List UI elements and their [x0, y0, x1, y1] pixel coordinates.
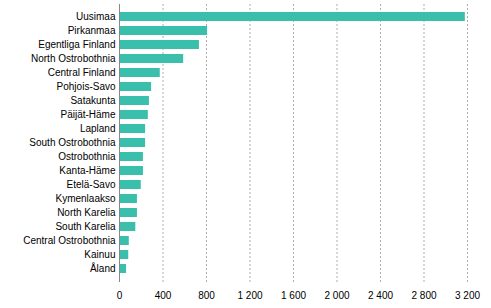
svg-text:Satakunta: Satakunta — [70, 95, 115, 106]
svg-text:Kainuu: Kainuu — [84, 249, 115, 260]
svg-text:North Ostrobothnia: North Ostrobothnia — [31, 53, 116, 64]
svg-text:2 800: 2 800 — [411, 290, 436, 301]
svg-text:2 400: 2 400 — [368, 290, 393, 301]
svg-text:Lapland: Lapland — [80, 123, 116, 134]
svg-text:0: 0 — [117, 290, 123, 301]
svg-text:South Ostrobothnia: South Ostrobothnia — [29, 137, 116, 148]
svg-text:Kanta-Häme: Kanta-Häme — [59, 165, 116, 176]
svg-text:Egentliga Finland: Egentliga Finland — [38, 39, 115, 50]
svg-text:Päijät-Häme: Päijät-Häme — [60, 109, 115, 120]
svg-text:Uusimaa: Uusimaa — [76, 11, 116, 22]
svg-text:Åland: Åland — [90, 262, 116, 274]
svg-text:Etelä-Savo: Etelä-Savo — [67, 179, 116, 190]
svg-text:Central Ostrobothnia: Central Ostrobothnia — [23, 235, 116, 246]
svg-text:2 000: 2 000 — [324, 290, 349, 301]
svg-text:Pirkanmaa: Pirkanmaa — [68, 25, 116, 36]
svg-text:1 200: 1 200 — [237, 290, 262, 301]
svg-text:400: 400 — [155, 290, 172, 301]
svg-text:1 600: 1 600 — [281, 290, 306, 301]
svg-text:Kymenlaakso: Kymenlaakso — [55, 193, 115, 204]
svg-text:800: 800 — [198, 290, 215, 301]
svg-text:Pohjois-Savo: Pohjois-Savo — [57, 81, 116, 92]
svg-text:North Karelia: North Karelia — [57, 207, 116, 218]
svg-text:Central Finland: Central Finland — [48, 67, 116, 78]
svg-text:Ostrobothnia: Ostrobothnia — [58, 151, 116, 162]
svg-text:3 200: 3 200 — [455, 290, 480, 301]
svg-text:South Karelia: South Karelia — [55, 221, 115, 232]
